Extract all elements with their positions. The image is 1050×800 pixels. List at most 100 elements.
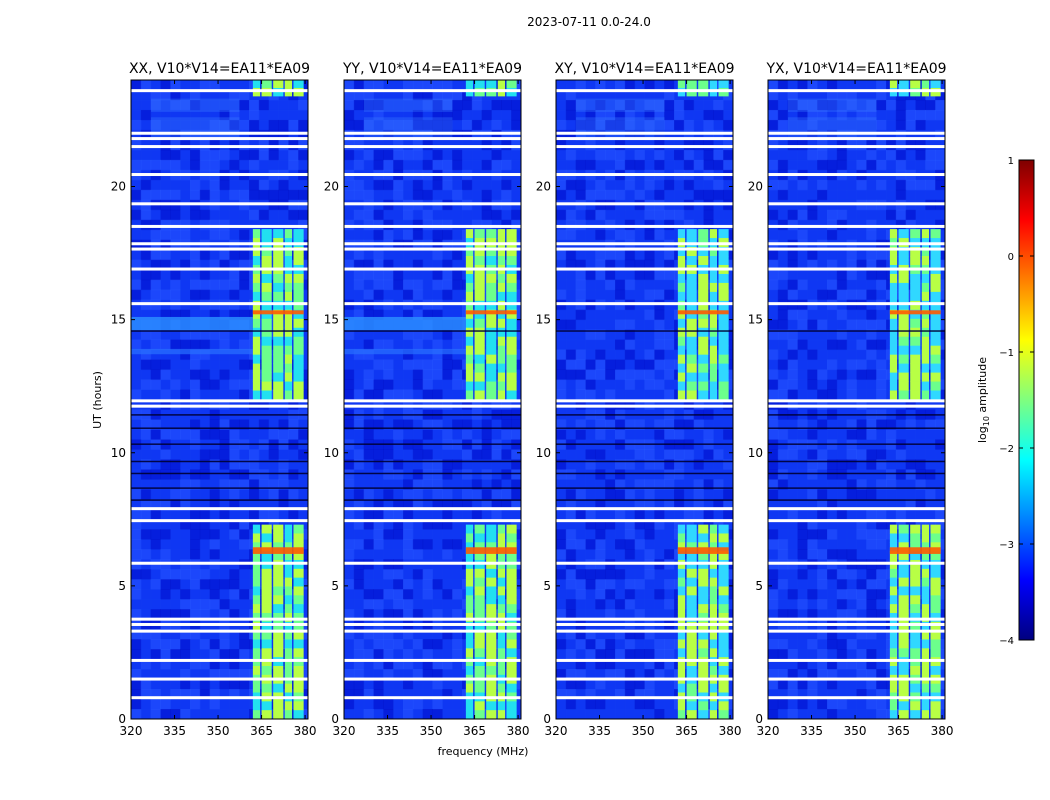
heatmap-cell <box>239 149 250 161</box>
rfi-channel <box>465 568 474 579</box>
heatmap-cell <box>278 99 289 111</box>
heatmap-cell <box>150 689 161 700</box>
heatmap-cell <box>674 189 685 201</box>
heatmap-cell <box>585 289 596 301</box>
rfi-channel <box>677 381 686 391</box>
heatmap-cell <box>915 429 926 440</box>
heatmap-cell <box>644 89 655 101</box>
heatmap-cell <box>403 359 414 371</box>
heatmap-cell <box>846 129 857 141</box>
heatmap-cell <box>915 359 926 371</box>
heatmap-cell <box>556 599 567 610</box>
heatmap-cell <box>624 229 636 241</box>
heatmap-cell <box>298 149 308 161</box>
rfi-channel <box>486 80 497 89</box>
heatmap-cell <box>565 289 577 301</box>
heatmap-cell <box>344 459 355 470</box>
heatmap-cell <box>856 269 867 281</box>
heatmap-cell <box>239 579 250 590</box>
heatmap-cell <box>140 469 152 480</box>
heatmap-cell <box>199 469 211 480</box>
heatmap-cell <box>180 429 191 440</box>
heatmap-cell <box>150 149 161 161</box>
rfi-channel <box>506 595 517 605</box>
heatmap-cell <box>915 159 926 171</box>
heatmap-cell <box>827 429 838 440</box>
rfi-channel <box>506 639 517 649</box>
heatmap-cell <box>624 709 636 719</box>
heatmap-cell <box>501 449 512 460</box>
heatmap-cell <box>131 229 142 241</box>
heatmap-cell <box>239 159 250 171</box>
heatmap-cell <box>393 259 404 271</box>
heatmap-cell <box>654 249 665 261</box>
heatmap-cell <box>915 189 926 201</box>
heatmap-cell <box>278 279 289 291</box>
rfi-channel <box>497 710 506 719</box>
rfi-channel <box>686 291 697 302</box>
heatmap-cell <box>209 379 220 391</box>
heatmap-cell <box>353 609 365 620</box>
heatmap-cell <box>180 109 191 121</box>
heatmap-cell <box>344 509 355 520</box>
heatmap-cell <box>575 629 586 640</box>
heatmap-cell <box>615 429 626 440</box>
heatmap-cell <box>836 279 848 291</box>
heatmap-cell <box>664 309 675 321</box>
heatmap-cell <box>634 369 645 381</box>
heatmap-cell <box>674 489 685 500</box>
heatmap-cell <box>258 499 270 510</box>
rfi-channel <box>677 282 686 293</box>
heatmap-cell <box>199 499 211 510</box>
heatmap-cell <box>422 659 433 670</box>
rfi-channel <box>284 345 293 356</box>
heatmap-cell <box>373 499 384 510</box>
figure-title: 2023-07-11 0.0-24.0 <box>527 15 651 29</box>
rfi-channel <box>465 247 474 257</box>
flag-gap <box>556 399 733 403</box>
heatmap-cell <box>703 289 714 301</box>
heatmap-cell <box>634 119 645 131</box>
heatmap-cell <box>442 609 453 620</box>
heatmap-cell <box>817 229 828 241</box>
rfi-channel <box>465 524 474 534</box>
heatmap-cell <box>634 689 645 700</box>
heatmap-cell <box>462 459 473 470</box>
heatmap-cell <box>239 469 250 480</box>
heatmap-cell <box>412 379 424 391</box>
heatmap-cell <box>556 459 567 470</box>
flag-gap <box>131 89 308 93</box>
heatmap-cell <box>664 629 675 640</box>
heatmap-cell <box>915 339 926 351</box>
heatmap-cell <box>442 269 453 281</box>
heatmap-cell <box>654 89 665 101</box>
heatmap-cell <box>565 709 577 719</box>
heatmap-cell <box>644 379 655 391</box>
rfi-channel <box>686 612 697 623</box>
heatmap-cell <box>787 80 798 91</box>
heatmap-cell <box>412 519 424 530</box>
heatmap-cell <box>432 679 443 690</box>
heatmap-cell <box>827 89 838 101</box>
heatmap-cell <box>363 609 374 620</box>
heatmap-cell <box>817 289 828 301</box>
heatmap-cell <box>565 519 577 530</box>
heatmap-cell <box>403 269 414 281</box>
heatmap-cell <box>501 109 512 121</box>
heatmap-cell <box>383 159 394 171</box>
heatmap-cell <box>393 529 404 540</box>
heatmap-cell <box>693 489 704 500</box>
rfi-channel <box>474 639 485 649</box>
heatmap-cell <box>615 129 626 141</box>
rfi-channel <box>677 586 686 596</box>
heatmap-cell <box>876 129 887 141</box>
rfi-channel <box>261 372 272 382</box>
heatmap-cell <box>442 469 453 480</box>
heatmap-cell <box>199 379 211 391</box>
heatmap-cell <box>199 649 211 660</box>
heatmap-cell <box>615 479 626 490</box>
heatmap-cell <box>249 499 260 510</box>
heatmap-cell <box>595 289 606 301</box>
rfi-hot-row <box>252 310 304 315</box>
heatmap-cell <box>412 259 424 271</box>
